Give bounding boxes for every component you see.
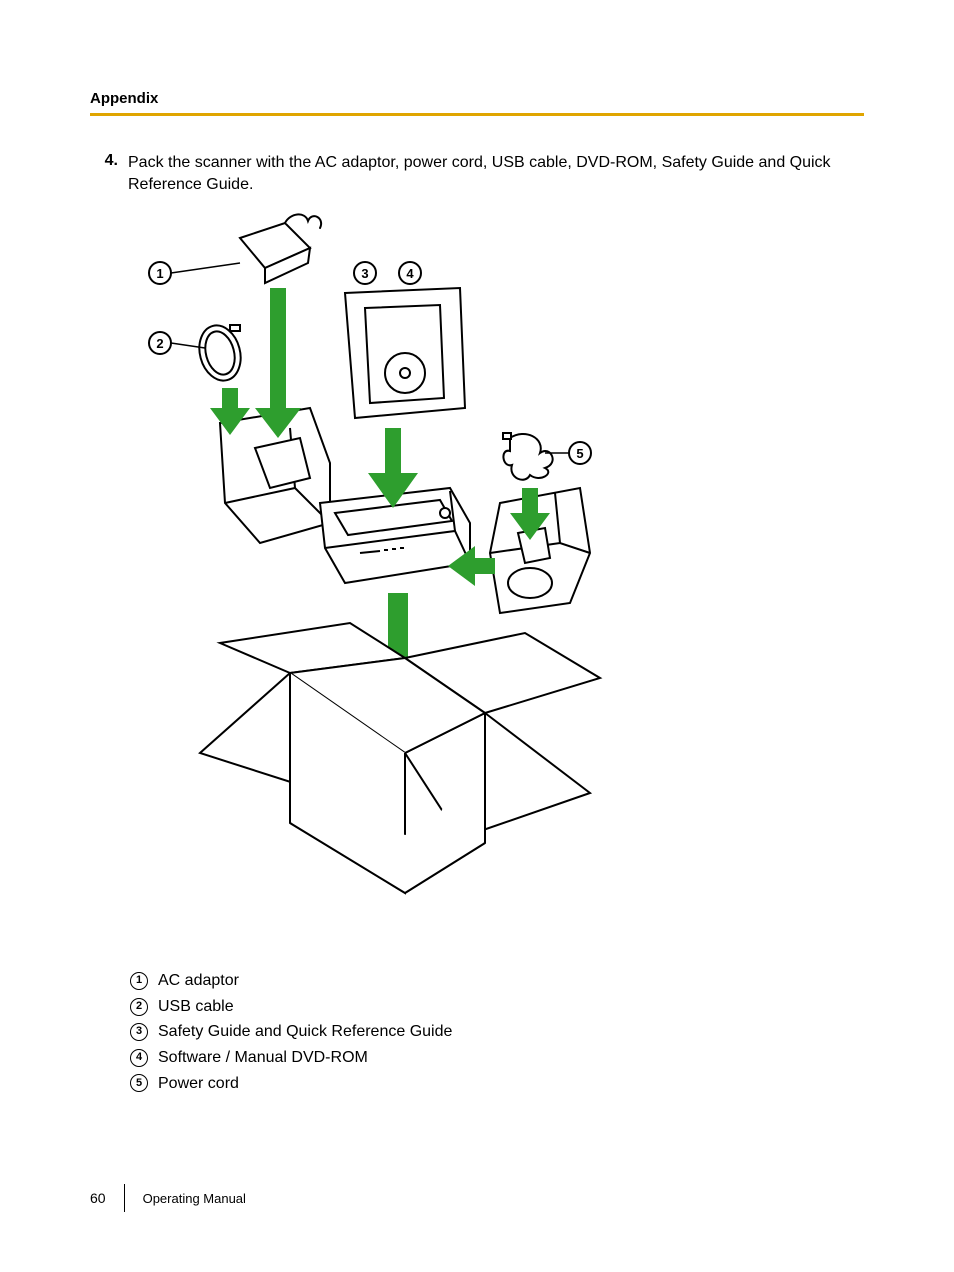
svg-text:4: 4 [406, 266, 414, 281]
legend-item: 2 USB cable [130, 994, 864, 1020]
legend-num-icon: 3 [130, 1023, 148, 1041]
usb-cable-icon [193, 321, 246, 385]
legend-item: 5 Power cord [130, 1071, 864, 1097]
svg-text:3: 3 [361, 266, 368, 281]
foam-right-icon [490, 488, 590, 613]
legend-num-icon: 1 [130, 972, 148, 990]
legend-label: USB cable [158, 994, 234, 1020]
svg-text:2: 2 [156, 336, 163, 351]
callout-4: 4 [399, 262, 421, 284]
legend-label: AC adaptor [158, 968, 239, 994]
legend-num-icon: 5 [130, 1074, 148, 1092]
step-number: 4. [100, 152, 118, 170]
header-rule [90, 113, 864, 116]
legend-label: Power cord [158, 1071, 239, 1097]
guides-dvd-icon [345, 288, 465, 418]
step-text: Pack the scanner with the AC adaptor, po… [128, 152, 864, 195]
legend-label: Safety Guide and Quick Reference Guide [158, 1019, 452, 1045]
box-icon [200, 623, 600, 893]
legend-item: 3 Safety Guide and Quick Reference Guide [130, 1019, 864, 1045]
callout-1: 1 [149, 262, 240, 284]
ac-adaptor-icon [240, 215, 321, 284]
legend-item: 4 Software / Manual DVD-ROM [130, 1045, 864, 1071]
page-footer: 60 Operating Manual [90, 1184, 246, 1212]
legend-num-icon: 2 [130, 998, 148, 1016]
instruction-step: 4. Pack the scanner with the AC adaptor,… [90, 152, 864, 195]
packing-diagram: 1 2 3 4 5 [130, 213, 690, 938]
footer-divider [124, 1184, 125, 1212]
legend-num-icon: 4 [130, 1049, 148, 1067]
legend-item: 1 AC adaptor [130, 968, 864, 994]
page-number: 60 [90, 1190, 106, 1206]
svg-text:1: 1 [156, 266, 163, 281]
doc-title: Operating Manual [143, 1191, 246, 1206]
callout-2: 2 [149, 332, 205, 354]
svg-text:5: 5 [576, 446, 583, 461]
legend: 1 AC adaptor 2 USB cable 3 Safety Guide … [130, 968, 864, 1096]
legend-label: Software / Manual DVD-ROM [158, 1045, 368, 1071]
power-cord-icon [503, 433, 553, 480]
section-title: Appendix [90, 90, 864, 107]
manual-page: Appendix 4. Pack the scanner with the AC… [0, 0, 954, 1272]
callout-3: 3 [354, 262, 376, 284]
